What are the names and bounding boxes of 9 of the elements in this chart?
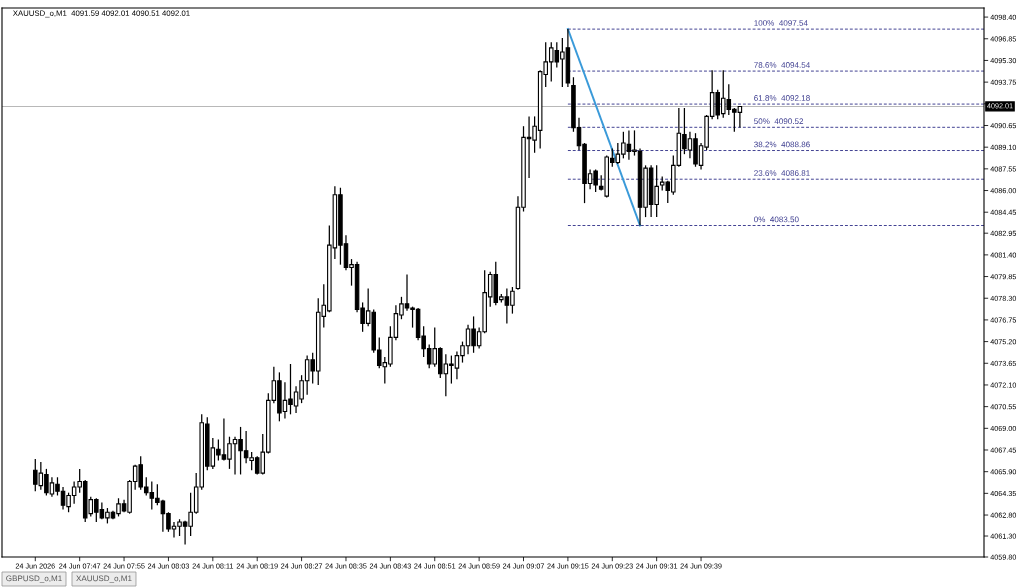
ref-line-label: 0% 4083.50 — [754, 216, 799, 223]
ref-line-label: 23.6% 4086.81 — [754, 170, 810, 176]
ref-line-label: 78.6% 4094.54 — [754, 62, 810, 68]
ref-line-label: 61.8% 4092.18 — [754, 95, 810, 101]
ref-line-label: 38.2% 4088.86 — [754, 141, 810, 148]
text: XAUUSD_o,M1 — [76, 575, 132, 583]
text: GBPUSD_o,M1 — [6, 575, 62, 583]
ref-line-label: 50% 4090.52 — [754, 118, 804, 125]
ref-line-label: 100% 4097.54 — [754, 20, 808, 26]
